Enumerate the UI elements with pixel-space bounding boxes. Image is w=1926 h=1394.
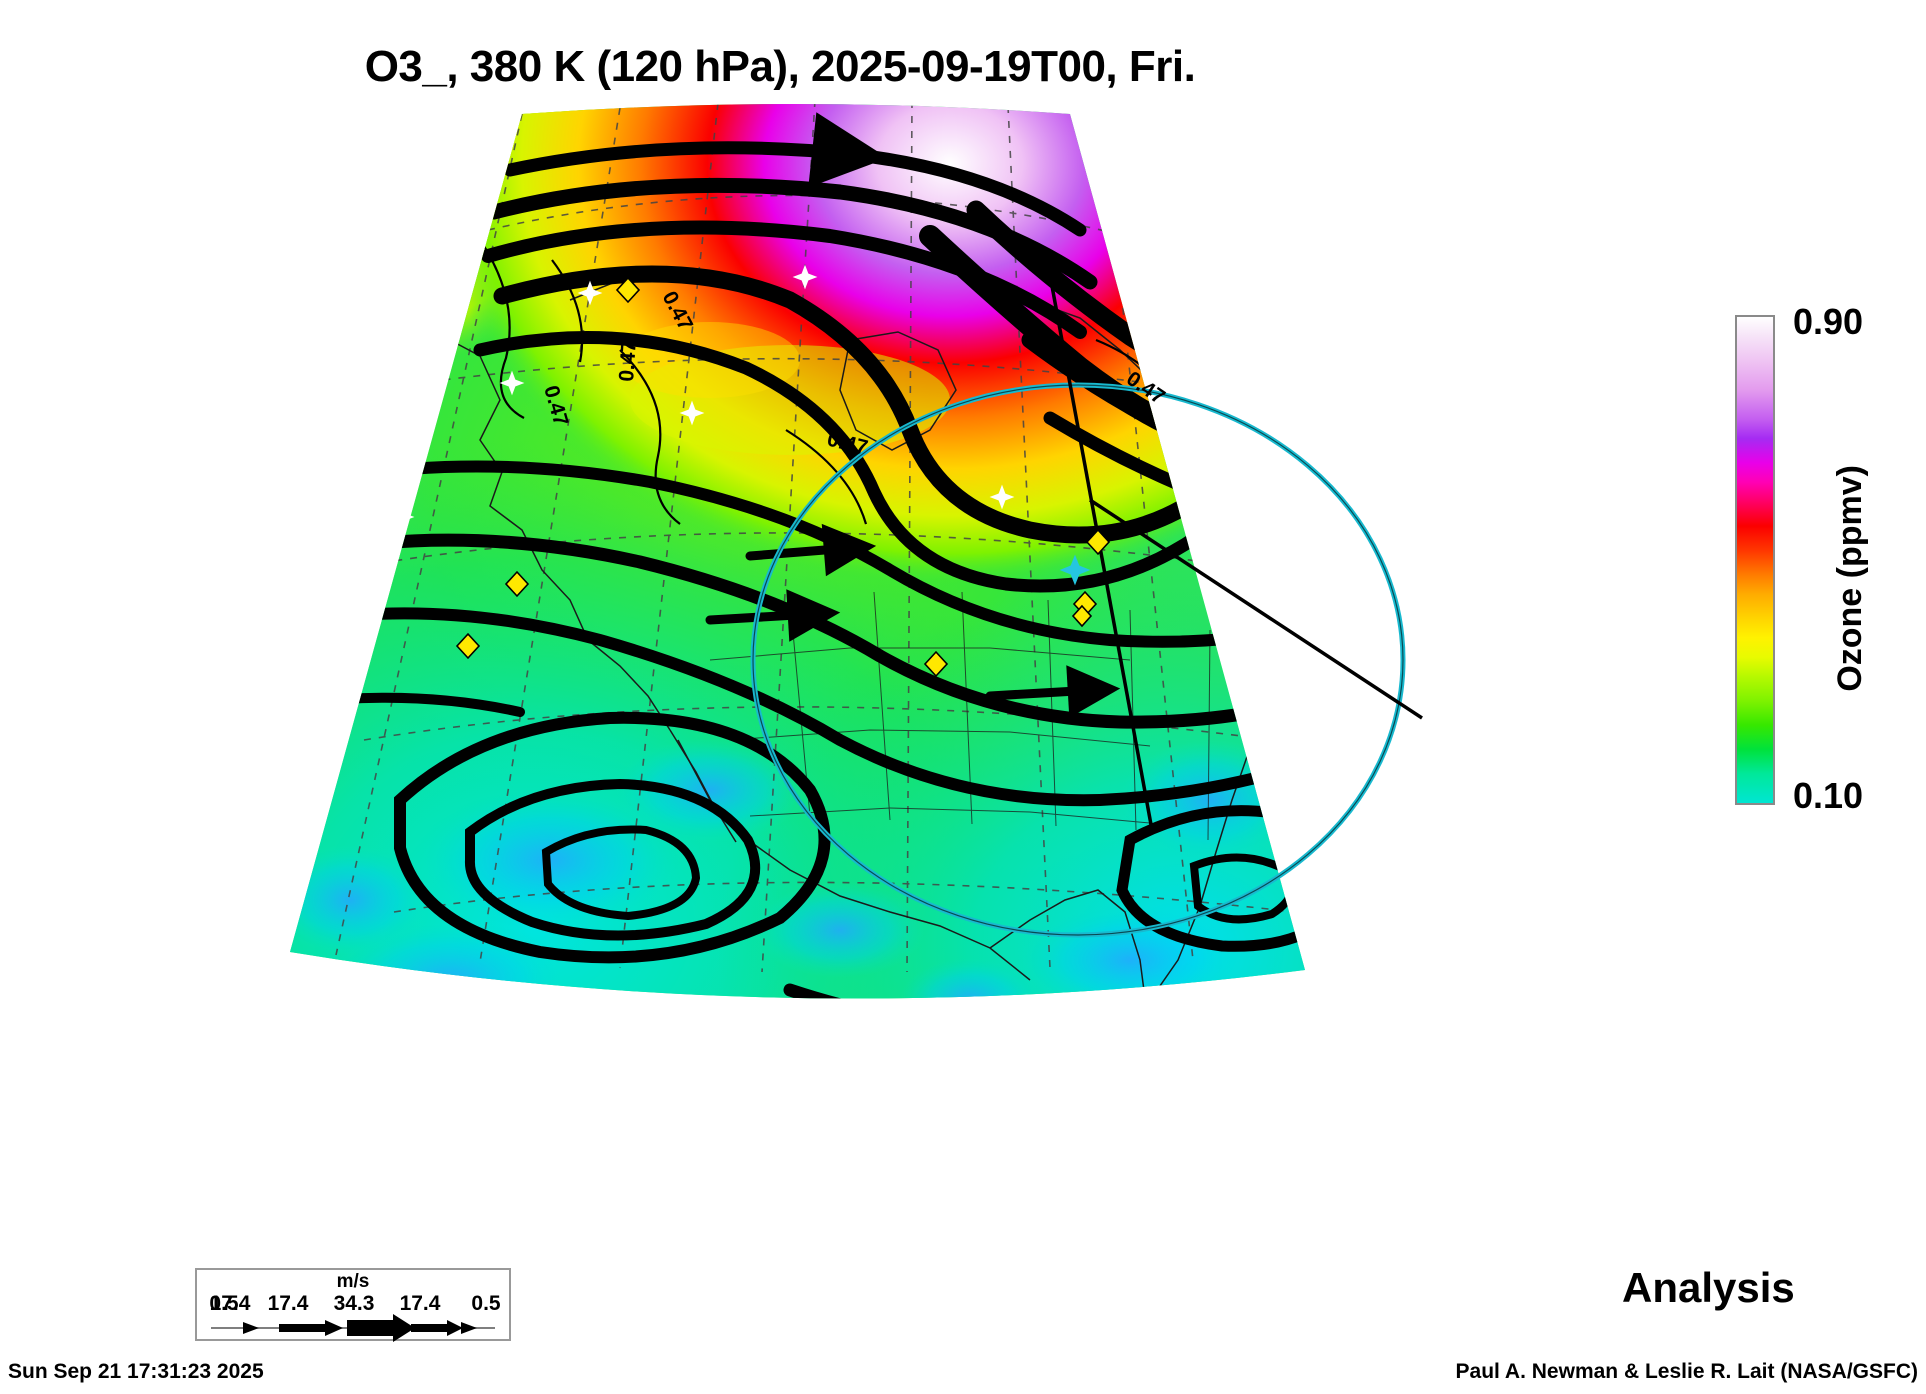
eclipse-chord-line [1089, 498, 1423, 720]
page-title: O3_, 380 K (120 hPa), 2025-09-19T00, Fri… [364, 42, 1196, 91]
wind-tick-label: 17.4 [209, 1292, 251, 1315]
contour-label: 0.47 [615, 340, 641, 382]
eclipse-axis-line [1050, 285, 1154, 831]
author-credit: Paul A. Newman & Leslie R. Lait (NASA/GS… [1455, 1360, 1918, 1383]
wind-tick-label: 0.5 [471, 1292, 501, 1315]
wind-tick-label: 17.4 [399, 1292, 441, 1315]
wind-arrow-scale [211, 1314, 495, 1342]
cyan-star-marker[interactable] [1059, 554, 1091, 586]
colorbar-max-label: 0.90 [1793, 301, 1864, 342]
ozone-shaded-field [290, 104, 1305, 999]
colorbar: 0.90 0.10 Ozone (ppmv) [1735, 301, 1925, 816]
station-markers[interactable] [389, 264, 1199, 678]
wind-tick-label: 34.3 [333, 1292, 375, 1315]
colorbar-axis-title: Ozone (ppmv) [1831, 465, 1869, 692]
colorbar-gradient [1735, 315, 1775, 805]
map-panel[interactable]: 0.47 0.47 0.47 0.47 0.47 [150, 100, 1440, 1160]
render-timestamp: Sun Sep 21 17:31:23 2025 [8, 1360, 264, 1383]
wind-speed-legend: m/s 0.5 17.4 34.3 17.4 17.4 0.5 [195, 1268, 511, 1342]
diamond-marker[interactable] [455, 276, 1111, 678]
wind-tick-label: 17.4 [267, 1292, 309, 1315]
analysis-label: Analysis [1622, 1264, 1795, 1311]
wind-tick-label: 0.5 [209, 1292, 239, 1315]
wind-legend-unit-label: m/s [336, 1271, 370, 1292]
star-marker[interactable] [389, 264, 1199, 530]
eclipse-path-overlay [750, 285, 1423, 938]
colorbar-min-label: 0.10 [1793, 775, 1864, 816]
